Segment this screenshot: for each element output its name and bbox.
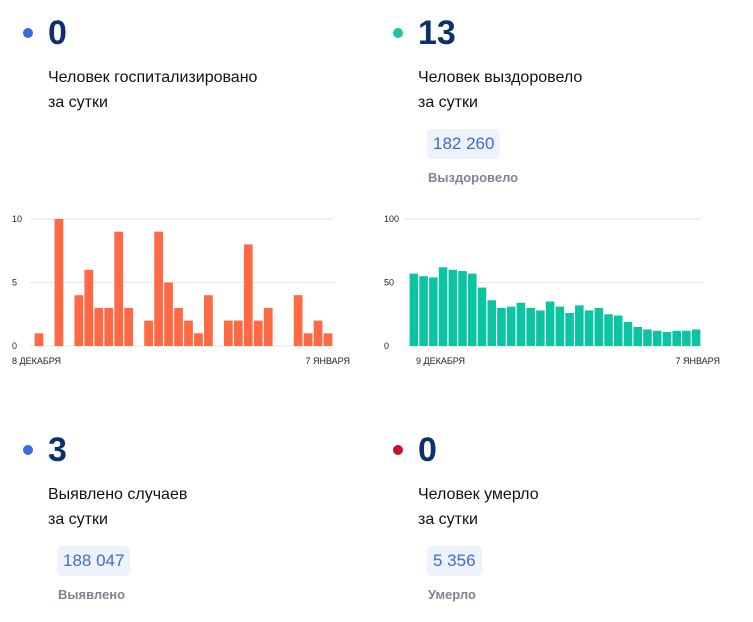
recovered-label-line1: Человек выздоровело <box>418 69 583 86</box>
cases-total: 188 047 <box>57 546 131 576</box>
bar <box>652 330 662 346</box>
bar <box>565 312 574 346</box>
bar <box>604 314 613 346</box>
bar <box>584 310 594 346</box>
bar <box>253 320 263 346</box>
bar <box>643 329 652 346</box>
bar <box>448 269 458 346</box>
recovered-bar-chart: 0 50 100 9 ДЕКАБРЯ 7 ЯНВАРЯ <box>384 214 720 366</box>
bar <box>468 273 477 346</box>
deaths-value: 0 <box>418 431 437 469</box>
hospitalized-bar-chart: 0 5 10 8 ДЕКАБРЯ 7 ЯНВАРЯ <box>12 214 350 366</box>
recovered-label-line2: за сутки <box>418 94 478 111</box>
bar <box>34 333 44 346</box>
bar <box>94 307 104 346</box>
bar <box>313 320 323 346</box>
bar <box>293 295 303 346</box>
bar <box>74 295 84 346</box>
bar <box>419 276 428 346</box>
hospitalized-dot <box>23 28 33 38</box>
recovered-label: Человек выздоровело за сутки <box>418 65 582 115</box>
bar <box>164 282 173 346</box>
y-tick-label: 5 <box>12 278 17 288</box>
deaths-label-line2: за сутки <box>418 511 478 528</box>
bar <box>263 307 273 346</box>
bar <box>174 307 183 346</box>
bar <box>409 273 419 346</box>
bar <box>516 302 526 346</box>
x-start-label: 9 ДЕКАБРЯ <box>416 356 465 366</box>
recovered-total: 182 260 <box>427 129 501 159</box>
bar <box>614 315 623 346</box>
hospitalized-label-line2: за сутки <box>48 94 108 111</box>
deaths-total-label: Умерло <box>428 587 476 602</box>
bar <box>682 330 691 346</box>
bar <box>114 231 124 346</box>
x-end-label: 7 ЯНВАРЯ <box>675 356 720 366</box>
hospitalized-label-line1: Человек госпитализировано <box>48 69 258 86</box>
deaths-total: 5 356 <box>427 546 482 576</box>
y-tick-label: 100 <box>384 214 399 224</box>
bar <box>497 307 506 346</box>
bar <box>477 287 487 346</box>
bar <box>526 307 535 346</box>
bar <box>184 320 193 346</box>
deaths-label: Человек умерло за сутки <box>418 482 539 532</box>
bar <box>458 271 467 346</box>
recovered-total-label: Выздоровело <box>428 170 519 185</box>
hospitalized-label: Человек госпитализировано за сутки <box>48 65 257 115</box>
cases-total-label: Выявлено <box>58 587 126 602</box>
bar <box>323 333 333 346</box>
bar <box>555 306 565 346</box>
bar <box>124 307 134 346</box>
recovered-dot <box>393 28 403 38</box>
bar <box>429 277 438 346</box>
bar <box>594 307 604 346</box>
recovered-value: 13 <box>418 14 456 52</box>
cases-value: 3 <box>48 431 67 469</box>
bar <box>545 301 555 346</box>
y-tick-label: 0 <box>384 341 389 351</box>
bar <box>204 295 213 346</box>
y-tick-label: 10 <box>12 214 22 224</box>
deaths-label-line1: Человек умерло <box>418 486 539 503</box>
bar <box>633 326 642 346</box>
bar <box>233 320 243 346</box>
hospitalized-value: 0 <box>48 14 67 52</box>
bar <box>243 244 253 346</box>
bar <box>575 305 584 346</box>
cases-label-line1: Выявлено случаев <box>48 486 188 503</box>
deaths-dot <box>393 445 403 455</box>
bar <box>154 231 163 346</box>
bar <box>84 269 94 346</box>
bar <box>194 333 203 346</box>
bar <box>536 310 545 346</box>
bar <box>623 321 633 346</box>
bar <box>223 320 233 346</box>
bar <box>104 307 114 346</box>
y-tick-label: 0 <box>12 341 17 351</box>
bar <box>303 333 313 346</box>
x-start-label: 8 ДЕКАБРЯ <box>12 356 61 366</box>
bar <box>662 332 672 346</box>
cases-label-line2: за сутки <box>48 511 108 528</box>
y-tick-label: 50 <box>384 278 394 288</box>
bar <box>691 329 701 346</box>
x-end-label: 7 ЯНВАРЯ <box>305 356 350 366</box>
bar <box>144 320 153 346</box>
bar <box>438 267 448 346</box>
bar <box>506 306 516 346</box>
bar <box>487 300 496 346</box>
bar <box>54 219 64 346</box>
bar <box>672 330 681 346</box>
cases-dot <box>23 445 33 455</box>
cases-label: Выявлено случаев за сутки <box>48 482 187 532</box>
